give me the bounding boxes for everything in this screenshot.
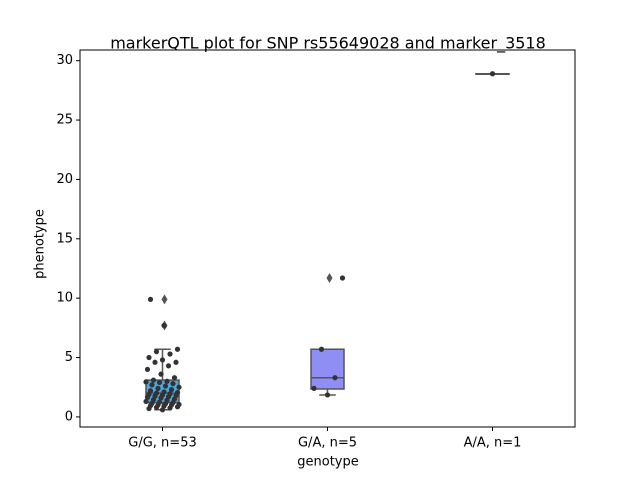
point bbox=[153, 349, 160, 355]
point bbox=[164, 378, 170, 384]
x-tick-label: G/G, n=53 bbox=[128, 436, 196, 451]
chart-title: markerQTL plot for SNP rs55649028 and ma… bbox=[110, 34, 546, 54]
y-axis-label: phenotype bbox=[33, 209, 48, 279]
y-tick-label: 0 bbox=[65, 409, 73, 424]
point bbox=[174, 389, 181, 396]
x-tick-label: A/A, n=1 bbox=[464, 436, 522, 451]
point bbox=[161, 389, 167, 395]
point bbox=[311, 385, 317, 392]
point bbox=[167, 391, 173, 397]
point bbox=[143, 398, 149, 405]
point bbox=[339, 275, 346, 281]
point bbox=[324, 392, 331, 398]
point bbox=[156, 379, 163, 386]
point bbox=[168, 386, 175, 393]
point bbox=[167, 351, 173, 357]
box bbox=[310, 348, 345, 390]
point bbox=[174, 346, 181, 352]
x-tick-label: G/A, n=5 bbox=[298, 436, 357, 451]
point bbox=[162, 383, 169, 389]
point bbox=[159, 357, 166, 363]
y-tick-label: 5 bbox=[65, 350, 73, 365]
point bbox=[318, 346, 325, 352]
point bbox=[171, 375, 178, 381]
point bbox=[149, 382, 155, 388]
point bbox=[147, 296, 154, 302]
y-tick-label: 15 bbox=[56, 231, 73, 246]
point bbox=[489, 71, 496, 77]
point bbox=[144, 366, 151, 373]
point bbox=[170, 381, 176, 387]
y-tick-label: 10 bbox=[56, 291, 73, 306]
y-tick-label: 20 bbox=[56, 172, 73, 187]
y-tick-label: 25 bbox=[56, 113, 73, 128]
point bbox=[173, 359, 179, 365]
y-tick-label: 30 bbox=[56, 53, 73, 68]
plot-frame bbox=[79, 49, 576, 428]
point bbox=[156, 399, 163, 405]
point bbox=[176, 401, 182, 408]
point bbox=[158, 371, 164, 377]
point bbox=[153, 390, 160, 396]
point bbox=[150, 377, 157, 383]
point bbox=[161, 322, 167, 329]
point bbox=[143, 379, 149, 385]
point bbox=[165, 363, 172, 369]
point bbox=[155, 385, 161, 392]
point bbox=[152, 359, 158, 365]
flier bbox=[161, 294, 168, 305]
point bbox=[146, 354, 152, 361]
point bbox=[147, 388, 154, 394]
point bbox=[176, 384, 182, 390]
x-axis-label: genotype bbox=[297, 455, 358, 470]
point bbox=[332, 375, 338, 381]
flier bbox=[326, 272, 333, 283]
